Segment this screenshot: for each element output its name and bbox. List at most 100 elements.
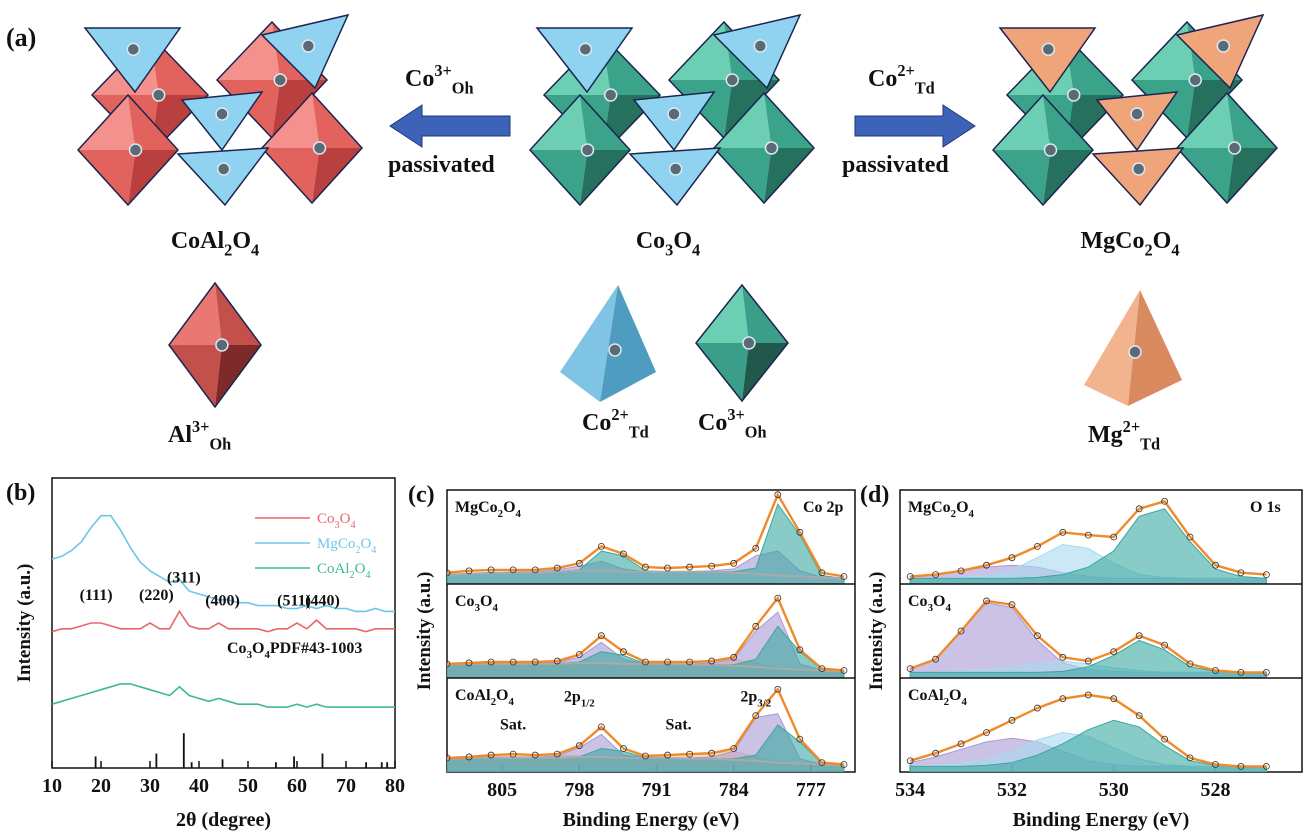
component-area (447, 626, 844, 678)
peak-label: (440) (305, 593, 340, 610)
arrow (390, 105, 510, 147)
tetrahedron (630, 148, 720, 205)
atom (216, 339, 228, 351)
text-part: 4 (492, 602, 498, 614)
subpanel (907, 598, 1269, 678)
text-part: Co (908, 593, 928, 610)
panel-label: (a) (6, 23, 36, 52)
text-part: CoAl (455, 687, 491, 704)
text-part: O (480, 593, 492, 610)
site-name: Co2+Td (582, 405, 649, 442)
text-part: O (232, 228, 251, 254)
atom (609, 344, 621, 356)
arrow-note: passivated (842, 152, 949, 178)
text-part: Oh (452, 79, 474, 98)
text-part: Td (629, 423, 649, 442)
text-part: 4 (1171, 241, 1179, 260)
subpanel-name: MgCo2O4 (908, 499, 975, 520)
text-part: 4 (350, 520, 355, 531)
x-tick-label: 528 (1200, 779, 1230, 801)
atom (1133, 163, 1145, 175)
atom (130, 144, 142, 156)
atom (302, 40, 314, 52)
x-tick-label: 798 (564, 779, 594, 801)
x-tick-label: 532 (997, 779, 1027, 801)
octahedron-face (1132, 22, 1195, 80)
x-tick-label: 80 (385, 775, 405, 797)
octahedron-face (696, 343, 749, 401)
atom (1229, 142, 1241, 154)
subpanel (444, 595, 847, 678)
atom (218, 163, 230, 175)
peak-annotation: Sat. (665, 717, 691, 734)
atom (314, 142, 326, 154)
text-part: Sat. (665, 717, 691, 734)
y-axis-label: Intensity (a.u.) (866, 572, 887, 691)
subpanel-name: CoAl2O4 (455, 687, 514, 708)
text-part: Td (1140, 435, 1160, 454)
text-part: 2p (740, 689, 757, 706)
text-part: Co (698, 410, 727, 436)
text-part: Co (582, 410, 611, 436)
atom (605, 89, 617, 101)
text-part: O (252, 640, 264, 657)
text-part: MgCo (1081, 228, 1145, 254)
subpanel-name: Co3O4 (455, 593, 498, 614)
tetrahedron (1097, 92, 1177, 150)
text-part: Co (227, 640, 247, 657)
peak-annotation: Sat. (500, 717, 526, 734)
peak-label: (400) (205, 593, 240, 610)
corner-text: Co 2p (803, 499, 844, 516)
text-part: Co (317, 511, 335, 527)
text-part: O (1153, 228, 1172, 254)
text-part: 2p (564, 689, 581, 706)
atom (754, 40, 766, 52)
x-tick-label: 20 (91, 775, 111, 797)
text-part: 2+ (1123, 417, 1140, 436)
arrow-ion: Co2+Td (868, 61, 935, 98)
panel-label: (c) (408, 482, 435, 508)
arrow-note: passivated (388, 152, 495, 178)
peak-label: (111) (80, 587, 113, 604)
atom (1129, 346, 1141, 358)
tetrahedron (182, 92, 262, 150)
subpanel-name: CoAl2O4 (908, 687, 967, 708)
text-part: 4 (692, 241, 700, 260)
octahedron-face (696, 285, 749, 343)
text-part: O (949, 687, 961, 704)
text-part: 4 (508, 696, 514, 708)
text-part: O (956, 499, 968, 516)
text-part: O (673, 228, 692, 254)
panel-label: (b) (6, 480, 35, 506)
structure-name: CoAl2O4 (171, 228, 259, 260)
peak-label: (220) (139, 587, 174, 604)
x-tick-label: 60 (287, 775, 307, 797)
site-name: Al3+Oh (168, 417, 231, 454)
atom (670, 163, 682, 175)
text-part: O (355, 561, 366, 577)
text-part: 4 (365, 570, 370, 581)
text-part: 3 (665, 241, 673, 260)
illustrations (78, 15, 1277, 407)
structure-name: MgCo2O4 (1081, 228, 1180, 260)
x-tick-label: 534 (895, 779, 925, 801)
atom (1042, 43, 1054, 55)
y-axis-label: Intensity (a.u.) (414, 572, 435, 691)
site-name: Co3+Oh (698, 405, 767, 442)
text-part: 2 (1145, 241, 1153, 260)
legend-label: MgCo2O4 (317, 536, 376, 556)
octahedron-face (217, 22, 280, 80)
atom (1045, 144, 1057, 156)
atom (216, 108, 228, 120)
atom (1131, 108, 1143, 120)
octahedron-face (669, 22, 732, 80)
arrow (855, 105, 975, 147)
tetrahedron (1093, 148, 1183, 205)
arrow-ion: Co3+Oh (405, 61, 474, 98)
text-part: 1/2 (581, 698, 595, 710)
site-name: Mg2+Td (1088, 417, 1160, 454)
x-axis-label: 2θ (degree) (176, 809, 271, 831)
text-part: Co (455, 593, 475, 610)
octahedron-face (262, 148, 320, 203)
subpanel-name: MgCo2O4 (455, 499, 522, 520)
